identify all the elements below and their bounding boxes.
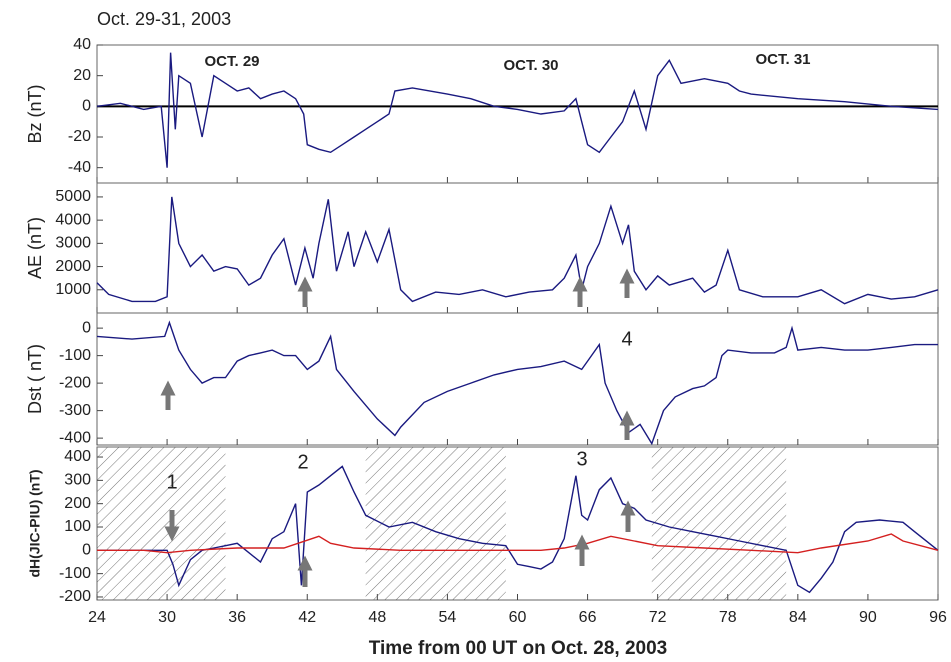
panel-frame xyxy=(96,312,939,446)
x-tick-label: 42 xyxy=(298,609,316,626)
x-axis-label: Time from 00 UT on Oct. 28, 2003 xyxy=(369,638,667,659)
y-tick-label: -40 xyxy=(68,159,91,176)
annotation: 1 xyxy=(166,471,177,493)
y-tick-label: -200 xyxy=(59,588,91,605)
y-axis-label: dH(JIC-PIU) (nT) xyxy=(27,469,43,577)
data-line xyxy=(96,320,938,446)
y-tick-label: 100 xyxy=(64,518,91,535)
panel-frame xyxy=(96,182,939,314)
data-line xyxy=(97,533,939,554)
annotation: 3 xyxy=(576,448,587,470)
y-tick-label: 200 xyxy=(64,495,91,512)
y-axis-label: AE (nT) xyxy=(25,217,45,279)
annotation: OCT. 29 xyxy=(204,53,259,70)
y-tick-label: -100 xyxy=(59,565,91,582)
hatched-region xyxy=(365,447,506,600)
y-axis-label: Bz (nT) xyxy=(25,84,45,143)
chart-title: Oct. 29-31, 2003 xyxy=(97,9,231,29)
x-tick-label: 84 xyxy=(789,609,807,626)
x-tick-label: 96 xyxy=(929,609,947,626)
x-tick-label: 90 xyxy=(859,609,877,626)
y-tick-label: -200 xyxy=(59,374,91,391)
y-tick-label: -300 xyxy=(59,402,91,419)
annotation: OCT. 31 xyxy=(755,51,810,68)
y-tick-label: 2000 xyxy=(55,258,91,275)
data-line xyxy=(96,52,939,168)
hatched-region xyxy=(97,447,226,600)
x-tick-label: 30 xyxy=(158,609,176,626)
annotation: 4 xyxy=(621,328,632,350)
y-tick-label: 300 xyxy=(64,472,91,489)
data-line xyxy=(96,196,939,305)
y-tick-label: 0 xyxy=(82,319,91,336)
x-tick-label: 48 xyxy=(368,609,386,626)
annotation: 2 xyxy=(297,451,308,473)
annotation: OCT. 30 xyxy=(503,57,558,74)
x-tick-label: 36 xyxy=(228,609,246,626)
y-axis-label: Dst ( nT) xyxy=(25,344,45,414)
y-tick-label: -100 xyxy=(59,347,91,364)
y-tick-label: 1000 xyxy=(55,281,91,298)
hatched-region xyxy=(651,447,787,600)
x-tick-label: 66 xyxy=(579,609,597,626)
y-tick-label: -400 xyxy=(59,429,91,446)
y-tick-label: -20 xyxy=(68,128,91,145)
x-tick-label: 60 xyxy=(509,609,527,626)
y-tick-label: 4000 xyxy=(55,211,91,228)
x-tick-label: 78 xyxy=(719,609,737,626)
y-tick-label: 0 xyxy=(82,98,91,115)
y-tick-label: 40 xyxy=(73,36,91,53)
y-tick-label: 0 xyxy=(82,542,91,559)
x-tick-label: 72 xyxy=(649,609,667,626)
y-tick-label: 20 xyxy=(73,67,91,84)
x-tick-label: 54 xyxy=(439,609,457,626)
data-line xyxy=(97,465,939,594)
y-tick-label: 5000 xyxy=(55,188,91,205)
x-tick-label: 24 xyxy=(88,609,106,626)
y-tick-label: 3000 xyxy=(55,235,91,252)
y-tick-label: 400 xyxy=(64,448,91,465)
